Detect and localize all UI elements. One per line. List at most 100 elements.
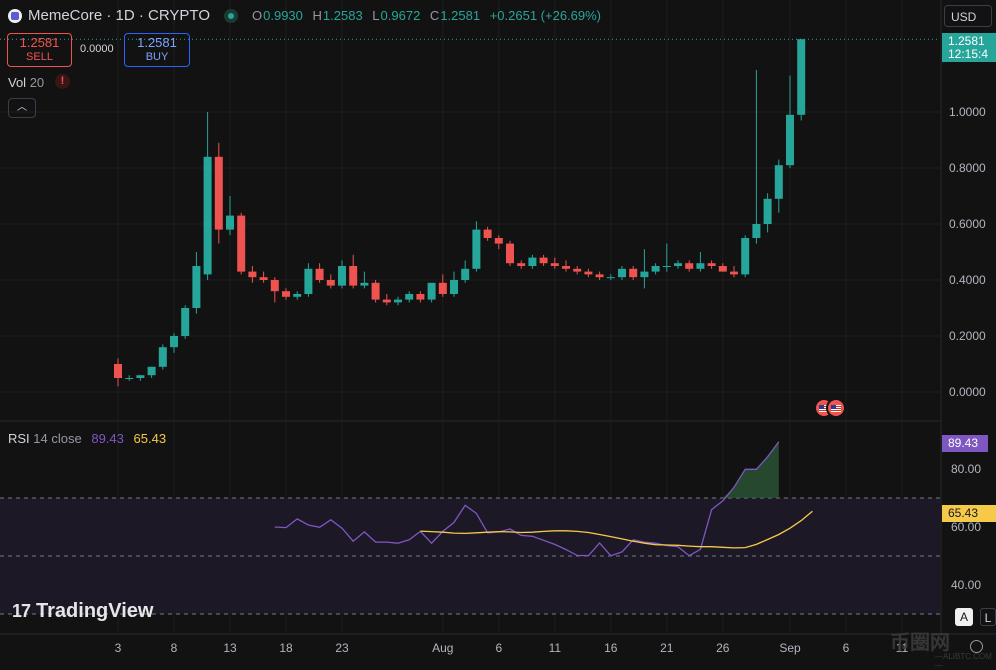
close-label: C bbox=[429, 8, 440, 23]
candle-body bbox=[226, 215, 234, 230]
y-tick-label: 0.8000 bbox=[949, 161, 986, 175]
candle-body bbox=[517, 263, 526, 266]
candle-body bbox=[685, 263, 694, 269]
candle-body bbox=[338, 266, 346, 286]
candle-body bbox=[506, 243, 514, 264]
candle-body bbox=[573, 268, 582, 272]
candle-body bbox=[606, 277, 615, 279]
log-scale-button[interactable]: L bbox=[980, 608, 996, 626]
candle-body bbox=[696, 263, 705, 269]
y-tick-label: 0.4000 bbox=[949, 273, 986, 287]
candle-body bbox=[550, 263, 559, 266]
candle-body bbox=[427, 282, 436, 300]
candle-body bbox=[741, 238, 750, 275]
candle-body bbox=[438, 282, 447, 294]
candle-body bbox=[595, 274, 604, 278]
rsi-line bbox=[274, 441, 780, 557]
candle-body bbox=[629, 268, 638, 278]
candle-body bbox=[293, 294, 302, 297]
site-watermark-url: —ALIBTC.COM— bbox=[935, 652, 992, 670]
candle-body bbox=[203, 156, 212, 275]
candle-body bbox=[394, 299, 402, 303]
spread-value: 0.0000 bbox=[80, 43, 114, 55]
candle-body bbox=[707, 263, 716, 266]
candle-body bbox=[618, 268, 626, 278]
rsi-legend[interactable]: RSI 14 close 89.43 65.43 bbox=[8, 431, 166, 446]
symbol-header: MemeCore · 1D · CRYPTO O0.9930 H1.2583 L… bbox=[8, 7, 607, 24]
symbol-title[interactable]: MemeCore · 1D · CRYPTO bbox=[28, 7, 210, 24]
candle-body bbox=[730, 271, 738, 275]
x-tick-label: Sep bbox=[779, 641, 801, 655]
currency-selector[interactable]: USD bbox=[944, 5, 992, 27]
volume-indicator-label[interactable]: Vol 20 bbox=[8, 75, 44, 90]
candle-body bbox=[450, 280, 458, 294]
candle-body bbox=[405, 294, 414, 300]
warning-icon[interactable]: ! bbox=[55, 74, 70, 89]
candle-body bbox=[416, 294, 425, 300]
candle-body bbox=[282, 291, 290, 297]
candle-body bbox=[371, 282, 380, 300]
candle-body bbox=[718, 266, 727, 272]
candle-body bbox=[674, 263, 682, 266]
rsi-label: RSI bbox=[8, 431, 30, 446]
sell-price: 1.2581 bbox=[19, 35, 60, 50]
candle-body bbox=[315, 268, 324, 280]
y-tick-label: 0.0000 bbox=[949, 385, 986, 399]
y-tick-label: 0.2000 bbox=[949, 329, 986, 343]
x-tick-label: 21 bbox=[660, 641, 674, 655]
rsi-band-background bbox=[0, 498, 940, 614]
memecore-logo-icon bbox=[8, 8, 22, 23]
candle-body bbox=[304, 268, 313, 294]
x-tick-label: 11 bbox=[896, 641, 909, 655]
tradingview-name: TradingView bbox=[36, 600, 154, 622]
candle-body bbox=[270, 280, 279, 292]
auto-scale-button[interactable]: A bbox=[955, 608, 973, 626]
settings-icon[interactable] bbox=[970, 640, 983, 653]
change-value: +0.2651 (+26.69%) bbox=[489, 8, 602, 23]
tradingview-logo[interactable]: 17 TradingView bbox=[12, 600, 153, 623]
volume-length: 20 bbox=[29, 75, 45, 90]
last-price-tag: 1.2581 12:15:4 bbox=[942, 33, 996, 62]
sell-button[interactable]: 1.2581 SELL bbox=[7, 33, 72, 67]
rsi-value-tag: 89.43 bbox=[942, 435, 988, 452]
candle-body bbox=[192, 266, 201, 308]
buy-button[interactable]: 1.2581 BUY bbox=[124, 33, 190, 67]
low-label: L bbox=[372, 8, 380, 23]
candle-body bbox=[461, 268, 470, 280]
x-tick-label: 6 bbox=[843, 641, 850, 655]
high-value: 1.2583 bbox=[322, 8, 363, 23]
rsi-ma-line bbox=[420, 510, 813, 549]
rsi-value: 89.43 bbox=[91, 431, 124, 446]
open-label: O bbox=[252, 8, 263, 23]
x-tick-label: 26 bbox=[716, 641, 730, 655]
candle-body bbox=[774, 165, 783, 199]
candle-body bbox=[786, 114, 794, 166]
collapse-legend-button[interactable]: ︿ bbox=[8, 98, 36, 118]
candle-body bbox=[528, 257, 537, 266]
rsi-tick-label: 80.00 bbox=[951, 462, 981, 476]
candle-body bbox=[494, 238, 503, 244]
y-tick-label: 0.6000 bbox=[949, 217, 986, 231]
x-tick-label: 13 bbox=[223, 641, 237, 655]
x-tick-label: 8 bbox=[171, 641, 178, 655]
x-tick-label: 16 bbox=[604, 641, 618, 655]
us-flag-event-icon[interactable] bbox=[826, 398, 846, 418]
candle-body bbox=[662, 266, 671, 267]
candle-body bbox=[170, 336, 178, 348]
candle-body bbox=[147, 366, 156, 376]
rsi-tick-label: 60.00 bbox=[951, 520, 981, 534]
candle-body bbox=[472, 229, 481, 269]
low-value: 0.9672 bbox=[380, 8, 421, 23]
candle-body bbox=[562, 266, 570, 269]
candle-body bbox=[214, 156, 223, 230]
candle-body bbox=[651, 266, 660, 272]
x-tick-label: 3 bbox=[115, 641, 122, 655]
sell-label: SELL bbox=[26, 51, 53, 63]
x-tick-label: 18 bbox=[279, 641, 293, 655]
candle-body bbox=[797, 39, 806, 115]
candle-body bbox=[752, 224, 761, 238]
rsi-params: 14 close bbox=[33, 431, 82, 446]
candle-body bbox=[248, 271, 257, 278]
high-label: H bbox=[312, 8, 322, 23]
